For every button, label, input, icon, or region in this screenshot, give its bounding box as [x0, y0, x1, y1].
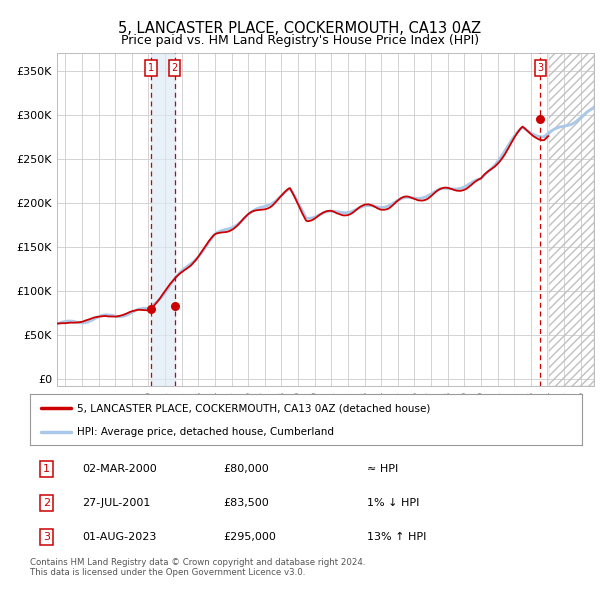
Text: 1% ↓ HPI: 1% ↓ HPI [367, 498, 419, 508]
Bar [549, 53, 594, 386]
Text: £83,500: £83,500 [223, 498, 269, 508]
Text: £80,000: £80,000 [223, 464, 269, 474]
Bar [151, 53, 175, 386]
Text: 1: 1 [148, 63, 154, 73]
Text: £295,000: £295,000 [223, 532, 276, 542]
Text: 3: 3 [538, 63, 544, 73]
Text: Price paid vs. HM Land Registry's House Price Index (HPI): Price paid vs. HM Land Registry's House … [121, 34, 479, 47]
Text: 2: 2 [172, 63, 178, 73]
Text: 2: 2 [43, 498, 50, 508]
Text: HPI: Average price, detached house, Cumberland: HPI: Average price, detached house, Cumb… [77, 428, 334, 437]
Text: ≈ HPI: ≈ HPI [367, 464, 398, 474]
Text: 13% ↑ HPI: 13% ↑ HPI [367, 532, 426, 542]
Text: 5, LANCASTER PLACE, COCKERMOUTH, CA13 0AZ (detached house): 5, LANCASTER PLACE, COCKERMOUTH, CA13 0A… [77, 403, 430, 413]
Bar [549, 53, 594, 386]
Text: 5, LANCASTER PLACE, COCKERMOUTH, CA13 0AZ: 5, LANCASTER PLACE, COCKERMOUTH, CA13 0A… [118, 21, 482, 35]
Text: 01-AUG-2023: 01-AUG-2023 [82, 532, 157, 542]
Text: Contains HM Land Registry data © Crown copyright and database right 2024.
This d: Contains HM Land Registry data © Crown c… [30, 558, 365, 577]
Text: 02-MAR-2000: 02-MAR-2000 [82, 464, 157, 474]
Text: 3: 3 [43, 532, 50, 542]
Text: 1: 1 [43, 464, 50, 474]
Text: 27-JUL-2001: 27-JUL-2001 [82, 498, 151, 508]
